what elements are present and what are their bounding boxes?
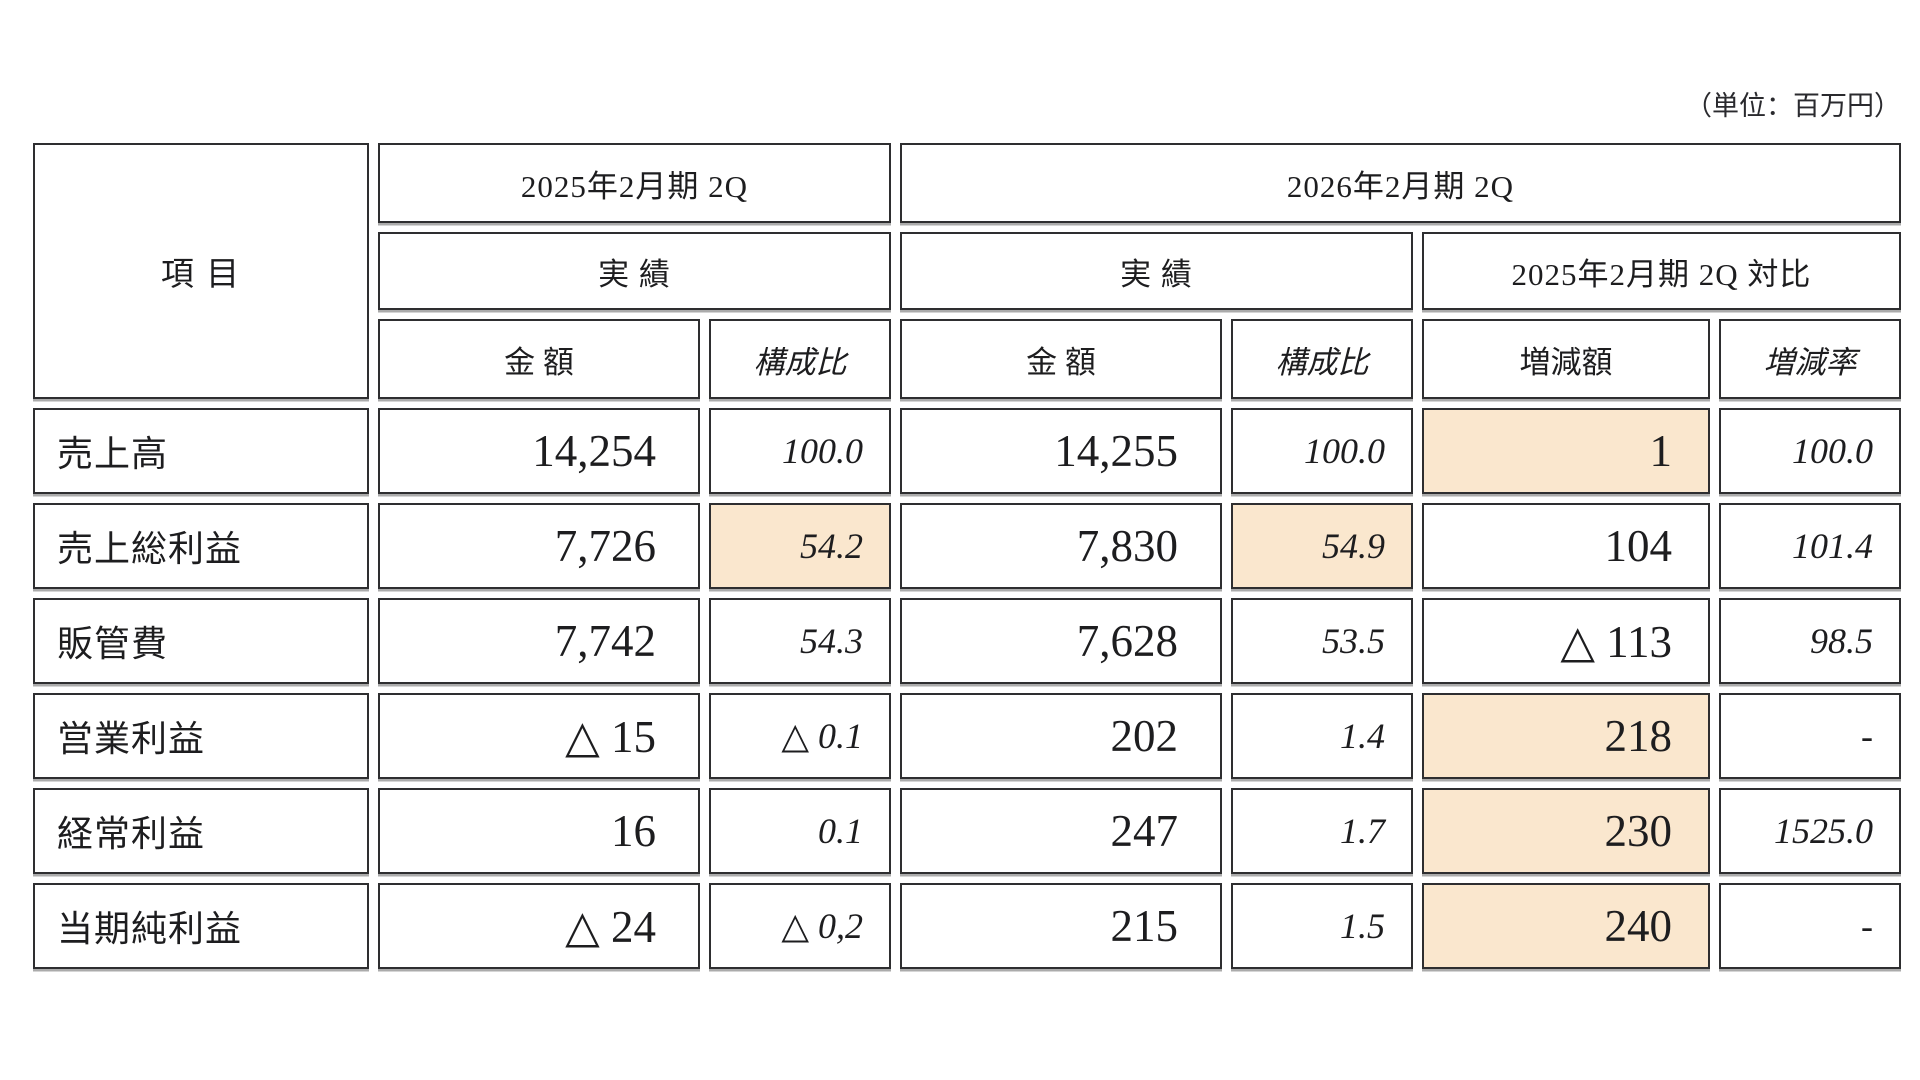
cell-amount-2026: 202: [900, 693, 1222, 779]
cell-amount-2026: 215: [900, 883, 1222, 969]
header-diff-amount: 増減額: [1422, 319, 1710, 399]
cell-diff-rate: -: [1719, 693, 1901, 779]
header-actual-2026: 実 績: [900, 232, 1413, 310]
cell-ratio-2025: 100.0: [709, 408, 891, 494]
cell-diff-rate: 101.4: [1719, 503, 1901, 589]
header-amount-2026: 金 額: [900, 319, 1222, 399]
row-label: 売上高: [33, 408, 369, 494]
header-item: 項 目: [33, 143, 369, 399]
cell-ratio-2026: 54.9: [1231, 503, 1413, 589]
header-ratio-2025: 構成比: [709, 319, 891, 399]
cell-amount-2026: 7,628: [900, 598, 1222, 684]
header-diff-rate: 増減率: [1719, 319, 1901, 399]
cell-amount-2025: △ 15: [378, 693, 700, 779]
row-label: 経常利益: [33, 788, 369, 874]
cell-ratio-2025: 0.1: [709, 788, 891, 874]
cell-amount-2025: △ 24: [378, 883, 700, 969]
cell-diff-amount: 240: [1422, 883, 1710, 969]
cell-amount-2025: 14,254: [378, 408, 700, 494]
cell-amount-2026: 7,830: [900, 503, 1222, 589]
cell-diff-amount: 104: [1422, 503, 1710, 589]
header-period-2026: 2026年2月期 2Q: [900, 143, 1901, 223]
cell-amount-2026: 14,255: [900, 408, 1222, 494]
cell-ratio-2026: 1.5: [1231, 883, 1413, 969]
cell-ratio-2025: 54.2: [709, 503, 891, 589]
cell-amount-2025: 7,726: [378, 503, 700, 589]
cell-ratio-2025: △ 0,2: [709, 883, 891, 969]
header-comparison: 2025年2月期 2Q 対比: [1422, 232, 1901, 310]
cell-ratio-2026: 1.4: [1231, 693, 1413, 779]
cell-diff-rate: 100.0: [1719, 408, 1901, 494]
cell-amount-2026: 247: [900, 788, 1222, 874]
cell-amount-2025: 7,742: [378, 598, 700, 684]
header-amount-2025: 金 額: [378, 319, 700, 399]
row-label: 当期純利益: [33, 883, 369, 969]
row-label: 営業利益: [33, 693, 369, 779]
header-actual-2025: 実 績: [378, 232, 891, 310]
cell-diff-amount: 1: [1422, 408, 1710, 494]
header-ratio-2026: 構成比: [1231, 319, 1413, 399]
cell-ratio-2025: △ 0.1: [709, 693, 891, 779]
header-period-2025: 2025年2月期 2Q: [378, 143, 891, 223]
row-label: 販管費: [33, 598, 369, 684]
financial-results-table: 項 目 2025年2月期 2Q 2026年2月期 2Q 実 績 実 績 2025…: [33, 143, 1901, 969]
row-label: 売上総利益: [33, 503, 369, 589]
cell-diff-amount: △ 113: [1422, 598, 1710, 684]
cell-amount-2025: 16: [378, 788, 700, 874]
cell-ratio-2026: 53.5: [1231, 598, 1413, 684]
cell-ratio-2026: 1.7: [1231, 788, 1413, 874]
cell-diff-rate: 98.5: [1719, 598, 1901, 684]
unit-note: （単位：百万円）: [1685, 91, 1901, 121]
cell-ratio-2025: 54.3: [709, 598, 891, 684]
cell-ratio-2026: 100.0: [1231, 408, 1413, 494]
cell-diff-amount: 230: [1422, 788, 1710, 874]
cell-diff-amount: 218: [1422, 693, 1710, 779]
cell-diff-rate: 1525.0: [1719, 788, 1901, 874]
cell-diff-rate: -: [1719, 883, 1901, 969]
